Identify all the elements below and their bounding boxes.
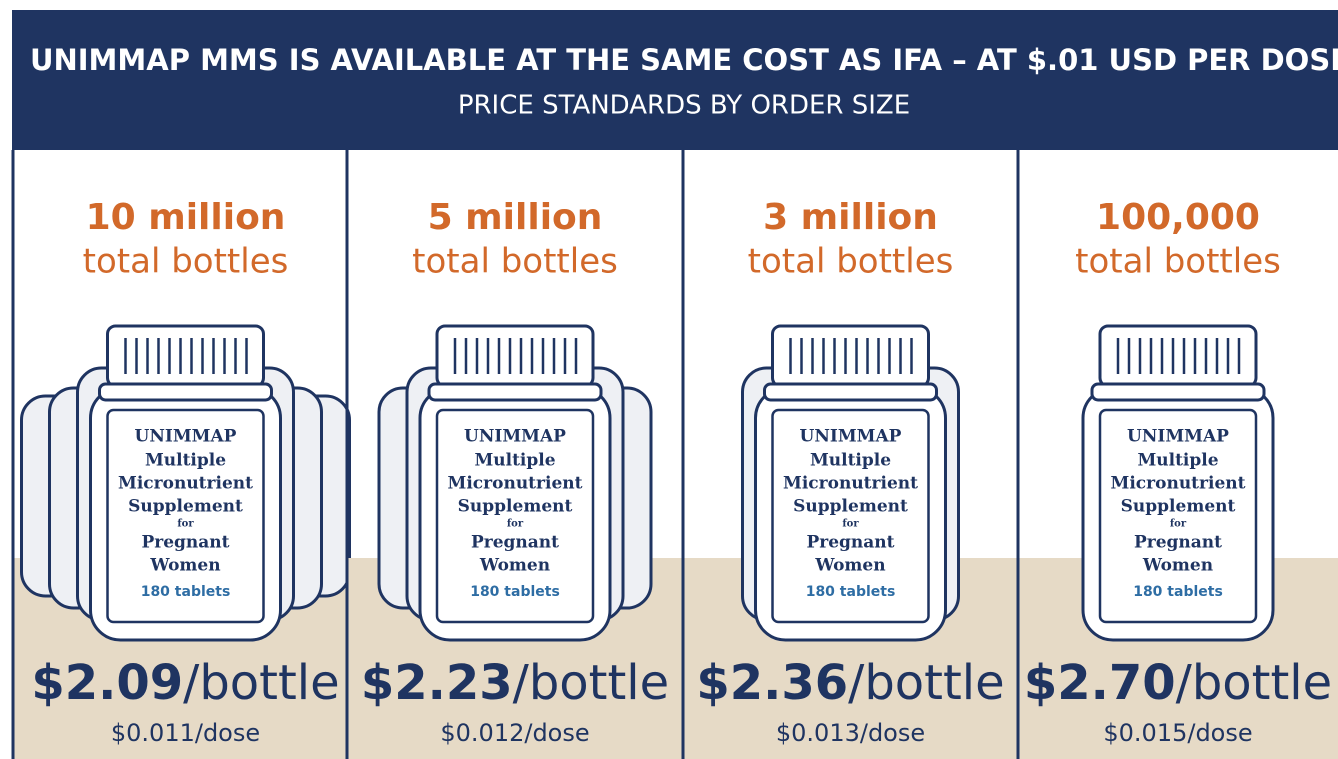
- label-line: Supplement: [1121, 497, 1236, 517]
- bottle-cap: [1100, 326, 1256, 386]
- label-line: Multiple: [810, 451, 891, 471]
- quantity: 5 million: [428, 197, 603, 238]
- label-line: UNIMMAP: [135, 427, 237, 447]
- label-line: Pregnant: [806, 533, 894, 553]
- tablets: 180 tablets: [1133, 584, 1223, 600]
- price: $2.70/bottle: [1024, 655, 1332, 711]
- quantity-unit: total bottles: [412, 242, 618, 282]
- quantity: 100,000: [1096, 197, 1260, 238]
- price-unit: /bottle: [848, 655, 1005, 711]
- label-line: Pregnant: [471, 533, 559, 553]
- bottle-cap: [108, 326, 264, 386]
- bottle-collar: [100, 384, 272, 400]
- label-line: UNIMMAP: [464, 427, 566, 447]
- bottle-collar: [765, 384, 937, 400]
- price-amount: $2.23: [361, 655, 513, 711]
- quantity: 3 million: [763, 197, 938, 238]
- label-line: Multiple: [145, 451, 226, 471]
- label-line: UNIMMAP: [1127, 427, 1229, 447]
- label-line: Micronutrient: [1111, 474, 1246, 494]
- price-amount: $2.36: [696, 655, 848, 711]
- header-title: UNIMMAP MMS IS AVAILABLE AT THE SAME COS…: [30, 43, 1338, 77]
- price-amount: $2.70: [1024, 655, 1176, 711]
- tablets: 180 tablets: [141, 584, 231, 600]
- price-amount: $2.09: [31, 655, 183, 711]
- price: $2.36/bottle: [696, 655, 1004, 711]
- price-unit: /bottle: [513, 655, 670, 711]
- bottle-collar: [429, 384, 601, 400]
- label-line: Supplement: [128, 497, 243, 517]
- label-line: Women: [814, 556, 885, 576]
- dose-price: $0.013/dose: [776, 719, 925, 747]
- label-line: Supplement: [458, 497, 573, 517]
- label-line: Pregnant: [141, 533, 229, 553]
- price-unit: /bottle: [1176, 655, 1333, 711]
- price: $2.23/bottle: [361, 655, 669, 711]
- tablets: 180 tablets: [470, 584, 560, 600]
- tablets: 180 tablets: [806, 584, 896, 600]
- price: $2.09/bottle: [31, 655, 339, 711]
- label-line: for: [177, 519, 194, 530]
- label-line: Multiple: [1137, 451, 1218, 471]
- quantity-unit: total bottles: [83, 242, 289, 282]
- header-band: [12, 10, 1338, 150]
- label-line: Women: [1142, 556, 1213, 576]
- price-unit: /bottle: [183, 655, 340, 711]
- infographic: UNIMMAP MMS IS AVAILABLE AT THE SAME COS…: [0, 0, 1338, 759]
- quantity-unit: total bottles: [748, 242, 954, 282]
- label-line: Pregnant: [1134, 533, 1222, 553]
- quantity-unit: total bottles: [1075, 242, 1281, 282]
- label-line: Multiple: [474, 451, 555, 471]
- bottle-collar: [1092, 384, 1264, 400]
- label-line: for: [1170, 519, 1187, 530]
- label-line: for: [842, 519, 859, 530]
- bottle-cap: [437, 326, 593, 386]
- label-line: UNIMMAP: [800, 427, 902, 447]
- label-line: Supplement: [793, 497, 908, 517]
- header-subtitle: PRICE STANDARDS BY ORDER SIZE: [458, 91, 910, 121]
- dose-price: $0.011/dose: [111, 719, 260, 747]
- dose-price: $0.015/dose: [1103, 719, 1252, 747]
- page: UNIMMAP MMS IS AVAILABLE AT THE SAME COS…: [0, 0, 1338, 759]
- label-line: Micronutrient: [118, 474, 253, 494]
- label-line: Women: [479, 556, 550, 576]
- label-line: Micronutrient: [783, 474, 918, 494]
- label-line: for: [507, 519, 524, 530]
- quantity: 10 million: [86, 197, 286, 238]
- dose-price: $0.012/dose: [440, 719, 589, 747]
- bottle-cap: [773, 326, 929, 386]
- label-line: Micronutrient: [448, 474, 583, 494]
- label-line: Women: [149, 556, 220, 576]
